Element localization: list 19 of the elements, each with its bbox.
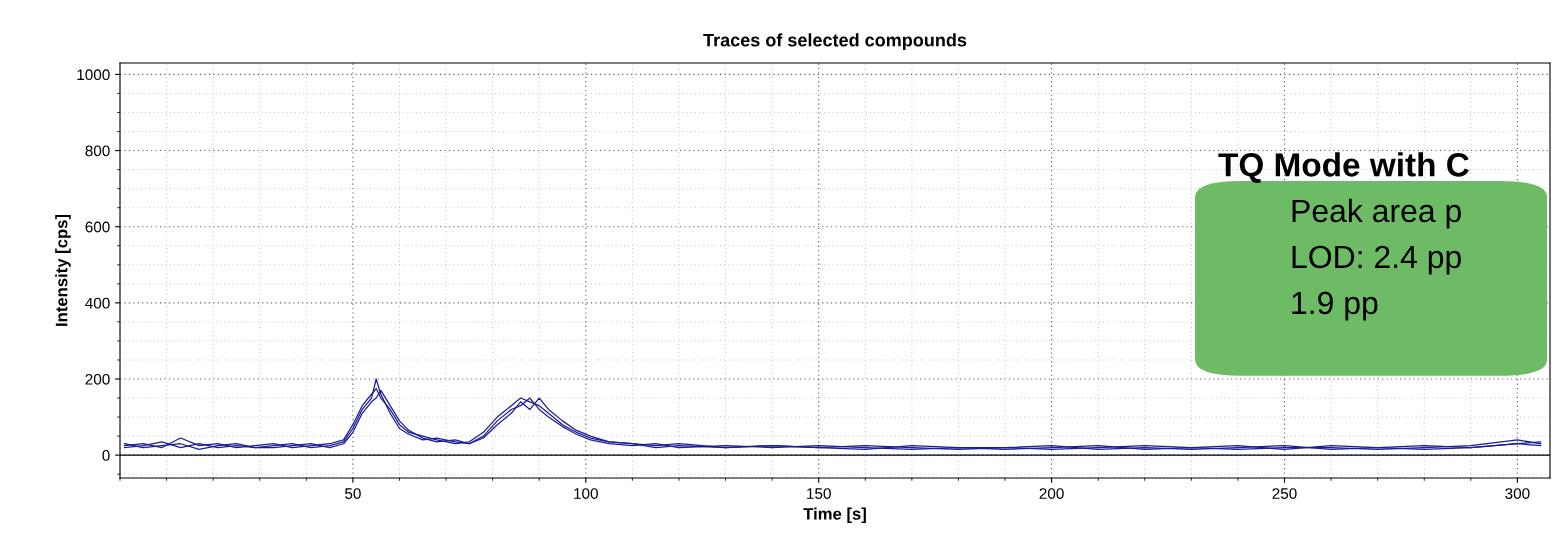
y-tick-label: 0 bbox=[102, 450, 110, 461]
y-tick-label: 400 bbox=[85, 297, 110, 309]
x-tick-label: 50 bbox=[345, 488, 361, 499]
x-tick-label: 150 bbox=[807, 488, 831, 499]
y-tick-label: 200 bbox=[85, 373, 110, 385]
y-tick-label: 800 bbox=[85, 145, 110, 157]
annotation: Peak area p bbox=[1292, 198, 1461, 229]
x-tick-label: 200 bbox=[1039, 488, 1064, 499]
annotation: LOD: 2.4 pp bbox=[1292, 245, 1461, 275]
annotation: TQ Mode with C bbox=[1218, 152, 1469, 183]
annotation: 1.9 pp bbox=[1292, 291, 1378, 321]
chart-title: Traces of selected compounds bbox=[703, 33, 967, 51]
x-tick-label: 100 bbox=[574, 488, 598, 499]
x-tick-label: 300 bbox=[1505, 488, 1530, 499]
x-axis-title: Time [s] bbox=[803, 507, 866, 524]
y-tick-label: 1000 bbox=[77, 69, 110, 81]
y-axis-title: Intensity [cps] bbox=[55, 214, 71, 326]
x-tick-label: 250 bbox=[1272, 488, 1297, 499]
y-tick-label: 600 bbox=[85, 221, 110, 233]
